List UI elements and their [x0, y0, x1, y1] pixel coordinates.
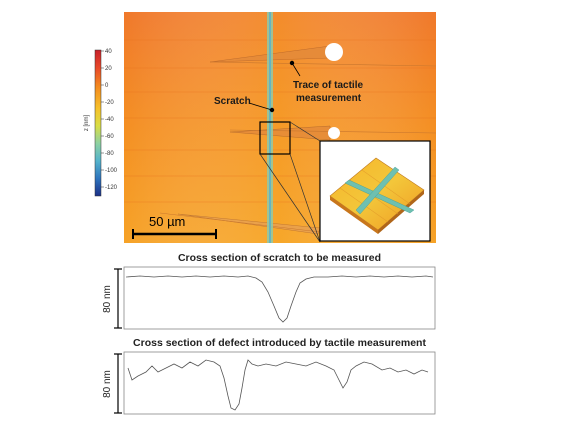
- zoom-roi-box: [259, 121, 291, 155]
- defect-profile-panel: 80 nm: [102, 351, 436, 415]
- scale-bar-label: 50 µm: [149, 214, 185, 229]
- scratch-scale-label: 80 nm: [102, 285, 113, 313]
- tactile-traces: [159, 45, 437, 235]
- colorbar-tick-label: -80: [105, 151, 114, 157]
- colorbar-tick-label: 0: [105, 83, 109, 89]
- colorbar-tick-label: 20: [105, 66, 112, 72]
- colorbar-ticks: 40 20 0 -20 -40 -60 -80 -100 -120: [101, 49, 118, 191]
- scratch-profile-panel: 80 nm: [102, 266, 436, 330]
- annotation-trace-line1: Trace of tactile: [293, 80, 363, 91]
- colorbar-tick-label: -100: [105, 168, 118, 174]
- scratch-profile-title: Cross section of scratch to be measured: [177, 252, 382, 264]
- colorbar-axis-label: z [nm]: [84, 115, 90, 132]
- defect-profile-title: Cross section of defect introduced by ta…: [133, 337, 426, 349]
- trace-leader: [291, 62, 301, 77]
- scratch-leader: [248, 102, 273, 111]
- surface-3d-inset: [319, 140, 431, 242]
- colorbar-tick-label: -60: [105, 134, 114, 140]
- annotation-trace-line2: measurement: [296, 93, 362, 104]
- height-map: 50 µm Scratch Trace of tactile measureme…: [124, 12, 437, 243]
- annotation-scratch: Scratch: [214, 96, 251, 107]
- colorbar-tick-label: -120: [105, 185, 118, 191]
- defect-scale-label: 80 nm: [102, 370, 113, 398]
- inset-scratch-horizontal: [344, 179, 415, 214]
- defect-profile-curve: [127, 359, 429, 411]
- colorbar-gradient: [94, 49, 102, 197]
- scratch-profile-curve: [125, 275, 434, 323]
- inset-scratch-diagonal: [355, 166, 400, 215]
- colorbar: 40 20 0 -20 -40 -60 -80 -100 -120 z [nm]: [84, 49, 118, 197]
- hole-marker-upper: [325, 43, 343, 61]
- colorbar-tick-label: 40: [105, 49, 112, 55]
- hole-marker-lower: [328, 127, 340, 139]
- colorbar-tick-label: -40: [105, 117, 114, 123]
- defect-profile-frame: [123, 351, 436, 415]
- colorbar-tick-label: -20: [105, 100, 114, 106]
